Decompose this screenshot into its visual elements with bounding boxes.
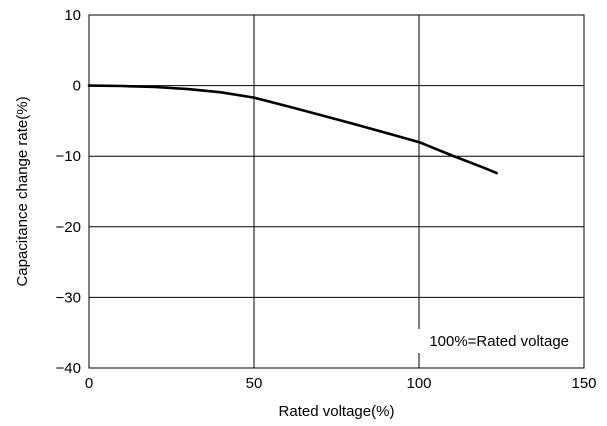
series-line: [87, 84, 498, 175]
x-tick-label: 150: [571, 375, 596, 392]
x-tick-label: 50: [246, 375, 263, 392]
annotation-rated-voltage: 100%=Rated voltage: [429, 333, 569, 350]
y-axis-label: Capacitance change rate(%): [14, 96, 31, 286]
x-tick-label: 0: [85, 375, 93, 392]
grid-lines: [88, 14, 585, 369]
y-tick-label: −40: [56, 360, 81, 377]
y-tick-label: −10: [56, 148, 81, 165]
plot-frame: [88, 14, 585, 369]
x-tick-labels: 0 50 100 150: [85, 375, 597, 392]
y-tick-label: −20: [56, 219, 81, 236]
x-tick-label: 100: [406, 375, 431, 392]
series-layer: [87, 84, 498, 175]
y-tick-label: 0: [73, 78, 81, 95]
y-tick-label: −30: [56, 289, 81, 306]
y-tick-labels: 10 0 −10 −20 −30 −40: [56, 7, 81, 377]
y-tick-label: 10: [64, 7, 81, 24]
annotation-background: [392, 329, 574, 353]
x-axis-label: Rated voltage(%): [279, 403, 395, 420]
